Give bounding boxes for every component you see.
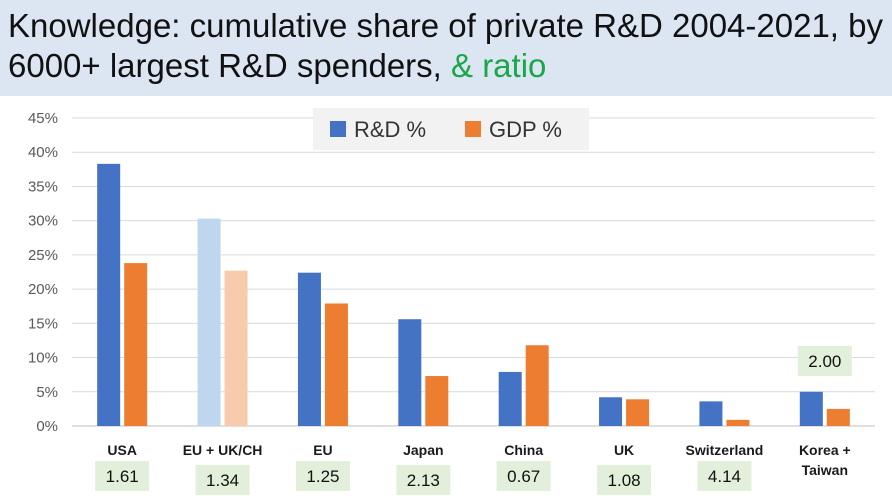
ratio-box (195, 465, 250, 495)
bar-rd (398, 319, 422, 426)
bar-rd (297, 272, 321, 426)
bar-chart: 0% 5% 10% 15% 20% 25% 30% 35% 40% 45% USA EU + UK/… (28, 108, 875, 495)
y-tick-label: 45% (28, 110, 58, 127)
category-label: Japan (403, 442, 443, 458)
legend-swatch (465, 121, 481, 137)
category-label: EU + UK/CH (183, 442, 263, 458)
bar-rd (799, 391, 823, 426)
legend: R&D % GDP % (313, 108, 589, 150)
ratio-box (295, 461, 350, 491)
y-tick-label: 10% (28, 350, 58, 367)
y-tick-label: 25% (28, 247, 58, 264)
ratio-box (396, 465, 451, 495)
bar-gdp (826, 408, 850, 426)
ratio-label: 2.13 (407, 471, 440, 490)
category-label: EU (313, 442, 332, 458)
category-label: UK (614, 442, 634, 458)
bar-rd (599, 397, 623, 426)
bar-gdp (425, 376, 449, 426)
legend-label: GDP % (489, 117, 562, 142)
ratio-label: 2.00 (808, 352, 841, 371)
chart-title-main: Knowledge: cumulative share of private R… (8, 7, 883, 84)
y-tick-label: 35% (28, 178, 58, 195)
ratio-label: 1.08 (608, 471, 641, 490)
ratio-label: 1.61 (106, 467, 139, 486)
chart-title: Knowledge: cumulative share of private R… (8, 6, 888, 86)
category-label: Switzerland (686, 442, 764, 458)
bar-gdp (726, 419, 750, 426)
y-tick-label: 40% (28, 144, 58, 161)
bars (97, 163, 850, 426)
gridlines (72, 117, 875, 427)
bar-rd (699, 401, 723, 426)
ratio-box (496, 461, 551, 491)
ratio-label: 1.34 (206, 471, 239, 490)
bar-gdp (525, 345, 549, 426)
bar-rd (498, 371, 522, 426)
y-axis-tick-labels: 0% 5% 10% 15% 20% 25% 30% 35% 40% 45% (28, 110, 58, 435)
category-labels: USA EU + UK/CH EU Japan China UK Switzerland Ko… (107, 442, 850, 478)
bar-rd (97, 163, 121, 426)
chart-title-accent: & ratio (451, 47, 547, 84)
bar-gdp (124, 263, 148, 426)
y-tick-label: 30% (28, 213, 58, 230)
category-label: Taiwan (802, 462, 848, 478)
category-label: USA (107, 442, 137, 458)
title-band (0, 0, 892, 96)
ratio-box (797, 346, 852, 376)
category-label: China (504, 442, 543, 458)
ratio-label: 1.25 (306, 467, 339, 486)
legend-swatch (330, 121, 346, 137)
y-tick-label: 20% (28, 281, 58, 298)
ratio-box (95, 461, 150, 491)
ratio-box (597, 465, 652, 495)
ratio-label: 4.14 (708, 467, 741, 486)
bar-rd (197, 218, 221, 426)
ratio-label: 0.67 (507, 467, 540, 486)
bar-gdp (224, 270, 248, 426)
y-tick-label: 5% (36, 384, 58, 401)
bar-gdp (626, 399, 650, 426)
legend-background (313, 108, 589, 150)
bar-gdp (324, 303, 348, 426)
category-label: Korea + (799, 442, 851, 458)
ratio-labels: 1.61 1.34 1.25 2.13 0.67 1.08 4.14 2.00 (95, 346, 852, 495)
legend-label: R&D % (354, 117, 426, 142)
y-tick-label: 0% (36, 418, 58, 435)
ratio-box (697, 461, 752, 491)
y-tick-label: 15% (28, 315, 58, 332)
